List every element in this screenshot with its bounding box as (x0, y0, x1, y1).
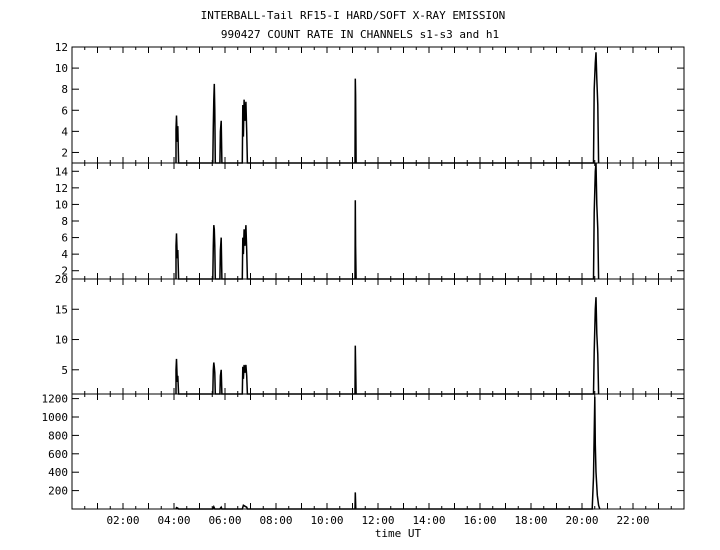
y-tick-label: 1000 (42, 411, 69, 424)
x-tick-label: 06:00 (208, 514, 241, 527)
panel-frame (71, 162, 685, 280)
chart-subtitle: 990427 COUNT RATE IN CHANNELS s1-s3 and … (221, 28, 499, 41)
x-tick-label: 20:00 (565, 514, 598, 527)
y-tick-label: 14 (55, 165, 69, 178)
y-tick-label: 10 (55, 62, 68, 75)
panel-frame (71, 278, 685, 395)
y-tick-label: 6 (61, 104, 68, 117)
chart-title: INTERBALL-Tail RF15-I HARD/SOFT X-RAY EM… (201, 9, 506, 22)
y-tick-label: 8 (61, 83, 68, 96)
series-line-1 (175, 297, 600, 395)
y-tick-label: 12 (55, 182, 68, 195)
chart-panels: 2 4 6 8 10 12 2 4 6 8 10 12 14 5 10 15 20 200 400 600 800 100… (42, 41, 685, 540)
y-tick-label: 1200 (42, 393, 69, 406)
x-tick-label: 22:00 (616, 514, 649, 527)
y-tick-label: 15 (55, 303, 68, 316)
series-line-1 (175, 396, 601, 510)
y-tick-label: 4 (61, 125, 68, 138)
y-tick-label: 5 (61, 364, 68, 377)
y-tick-label: 20 (55, 273, 68, 286)
y-tick-label: 8 (61, 215, 68, 228)
y-tick-label: 600 (48, 448, 68, 461)
panel-4: 200 400 600 800 1000 1200 02:00 04:00 06:00 08:00… (42, 393, 685, 540)
panel-2: 2 4 6 8 10 12 14 (55, 162, 685, 280)
panel-frame (71, 46, 685, 164)
x-tick-label: 08:00 (259, 514, 292, 527)
panel-3: 5 10 15 20 (55, 273, 685, 395)
series-line-1 (175, 162, 600, 280)
x-tick-label: 16:00 (463, 514, 496, 527)
y-tick-label: 6 (61, 232, 68, 245)
x-tick-label: 10:00 (310, 514, 343, 527)
x-tick-label: 02:00 (106, 514, 139, 527)
y-tick-label: 4 (61, 248, 68, 261)
y-tick-label: 800 (48, 429, 68, 442)
y-tick-label: 12 (55, 41, 68, 54)
y-tick-label: 10 (55, 334, 68, 347)
x-axis-label: time UT (375, 527, 422, 540)
y-tick-label: 2 (61, 146, 68, 159)
x-tick-label: 14:00 (412, 514, 445, 527)
y-tick-label: 200 (48, 485, 68, 498)
x-tick-label: 12:00 (361, 514, 394, 527)
y-tick-label: 10 (55, 198, 68, 211)
series-line-1 (175, 52, 600, 164)
panel-1: 2 4 6 8 10 12 (55, 41, 685, 164)
y-tick-label: 400 (48, 466, 68, 479)
y-tick-label: 2 (61, 265, 68, 278)
x-tick-label: 04:00 (157, 514, 190, 527)
x-tick-label: 18:00 (514, 514, 547, 527)
